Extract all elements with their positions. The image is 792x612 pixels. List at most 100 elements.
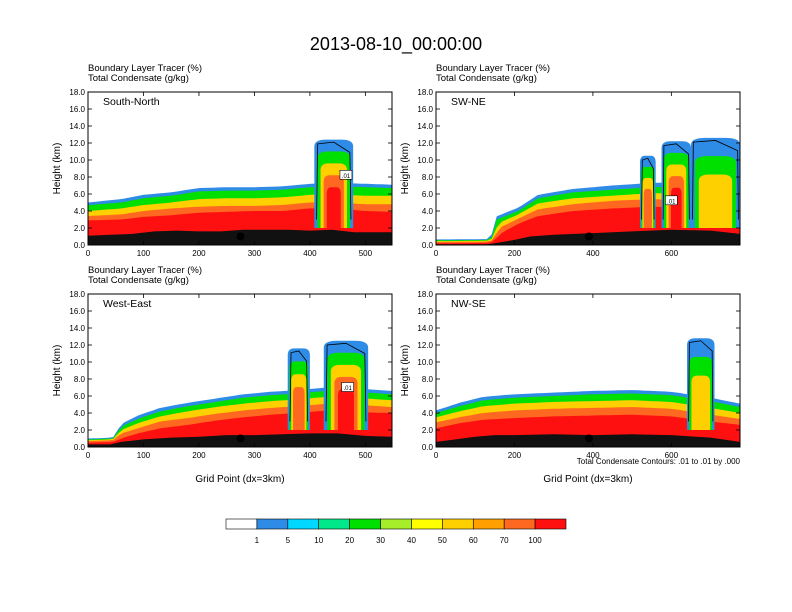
panel-name: South-North	[103, 96, 160, 108]
colorbar-swatch	[534, 518, 567, 530]
y-tick-label: 12.0	[417, 139, 433, 148]
plume-1-layer-100	[670, 187, 682, 228]
colorbar-label: 1	[255, 536, 260, 545]
y-tick-label: 12.0	[69, 139, 85, 148]
condensate-contour	[662, 143, 690, 220]
y-axis-label: Height (km)	[52, 345, 63, 397]
colorbar-label: 100	[528, 536, 542, 545]
y-axis-label: Height (km)	[400, 143, 411, 195]
location-marker	[584, 232, 593, 241]
location-marker	[584, 434, 593, 443]
y-tick-label: 2.0	[74, 426, 86, 435]
y-tick-label: 16.0	[417, 307, 433, 316]
y-tick-label: 10.0	[69, 358, 85, 367]
y-tick-label: 6.0	[422, 190, 434, 199]
colorbar-label: 5	[286, 536, 291, 545]
y-tick-label: 16.0	[417, 105, 433, 114]
x-axis-label: Grid Point (dx=3km)	[543, 474, 632, 485]
colorbar-swatch	[256, 518, 289, 530]
x-tick-label: 0	[86, 451, 91, 460]
x-tick-label: 500	[359, 249, 373, 258]
plot-area	[88, 139, 392, 245]
colorbar: 1 5 10 20 30 40 50 60 70 100	[225, 518, 567, 545]
condensate-contour	[641, 157, 655, 220]
panel-subtitle-line1: Boundary Layer Tracer (%)	[88, 63, 202, 74]
colorbar-swatch	[411, 518, 443, 530]
colorbar-label: 70	[500, 536, 509, 545]
x-tick-label: 100	[137, 249, 151, 258]
y-tick-label: 2.0	[422, 426, 434, 435]
y-tick-label: 10.0	[417, 358, 433, 367]
colorbar-swatch	[318, 518, 350, 530]
colorbar-label: 40	[407, 536, 416, 545]
y-tick-label: 14.0	[69, 324, 85, 333]
y-tick-label: 0.0	[74, 241, 86, 250]
y-tick-label: 14.0	[69, 122, 85, 131]
contour-label-box	[341, 382, 354, 392]
x-tick-label: 300	[248, 249, 262, 258]
colorbar-swatch	[225, 518, 258, 530]
y-tick-label: 0.0	[422, 241, 434, 250]
y-tick-label: 12.0	[417, 341, 433, 350]
plot-area	[436, 338, 740, 447]
y-tick-label: 4.0	[74, 207, 86, 216]
plot-frame	[87, 293, 393, 448]
y-axis-label: Height (km)	[400, 345, 411, 397]
colorbar-swatch	[503, 518, 536, 530]
contour-label: .01	[667, 199, 676, 205]
x-tick-label: 400	[586, 249, 600, 258]
y-tick-label: 2.0	[422, 224, 434, 233]
plot-frame	[435, 91, 741, 246]
colorbar-swatch	[380, 518, 412, 530]
plume-0-layer-70	[643, 188, 652, 228]
x-tick-label: 200	[192, 249, 206, 258]
panel-south-north: Boundary Layer Tracer (%) Total Condensa…	[52, 63, 393, 258]
y-tick-label: 14.0	[417, 122, 433, 131]
x-tick-label: 400	[303, 249, 317, 258]
x-tick-label: 600	[665, 451, 679, 460]
panel-subtitle-line2: Total Condensate (g/kg)	[88, 275, 189, 286]
y-tick-label: 18.0	[69, 290, 85, 299]
y-tick-label: 18.0	[417, 290, 433, 299]
colorbar-label: 10	[314, 536, 323, 545]
y-tick-label: 4.0	[74, 409, 86, 418]
plume-2-layer-50	[698, 174, 733, 228]
plot-frame	[87, 91, 393, 246]
contour-label-box	[665, 195, 678, 206]
x-tick-label: 400	[586, 451, 600, 460]
y-tick-label: 18.0	[417, 88, 433, 97]
colorbar-label: 20	[345, 536, 354, 545]
y-tick-label: 4.0	[422, 207, 434, 216]
y-tick-label: 16.0	[69, 105, 85, 114]
colorbar-swatch	[442, 518, 474, 530]
panel-name: West-East	[103, 298, 151, 310]
location-marker	[236, 232, 245, 241]
condensate-contour	[289, 350, 309, 422]
plot-frame	[435, 293, 741, 448]
panel-subtitle-line2: Total Condensate (g/kg)	[88, 73, 189, 84]
panel-sw-ne: Boundary Layer Tracer (%) Total Condensa…	[400, 63, 741, 258]
plume-0-layer-100	[326, 187, 341, 228]
y-tick-label: 6.0	[74, 392, 86, 401]
x-tick-label: 0	[434, 249, 439, 258]
colorbar-label: 30	[376, 536, 385, 545]
x-tick-label: 0	[434, 451, 439, 460]
figure-title: 2013-08-10_00:00:00	[310, 34, 482, 55]
condensate-contour	[692, 140, 739, 220]
y-tick-label: 18.0	[69, 88, 85, 97]
panel-subtitle-line1: Boundary Layer Tracer (%)	[88, 265, 202, 276]
contour-footnote: Total Condensate Contours: .01 to .01 by…	[577, 457, 741, 466]
x-tick-label: 200	[508, 249, 522, 258]
y-tick-label: 14.0	[417, 324, 433, 333]
y-tick-label: 6.0	[422, 392, 434, 401]
panel-subtitle-line1: Boundary Layer Tracer (%)	[436, 63, 550, 74]
y-axis-label: Height (km)	[52, 143, 63, 195]
x-tick-label: 300	[248, 451, 262, 460]
colorbar-swatch	[287, 518, 320, 530]
plume-1-layer-100	[337, 388, 354, 430]
panel-west-east: Boundary Layer Tracer (%) Total Condensa…	[52, 265, 393, 485]
colorbar-label: 50	[438, 536, 447, 545]
contour-label: .01	[343, 386, 352, 392]
x-tick-label: 600	[665, 249, 679, 258]
location-marker	[236, 434, 245, 443]
